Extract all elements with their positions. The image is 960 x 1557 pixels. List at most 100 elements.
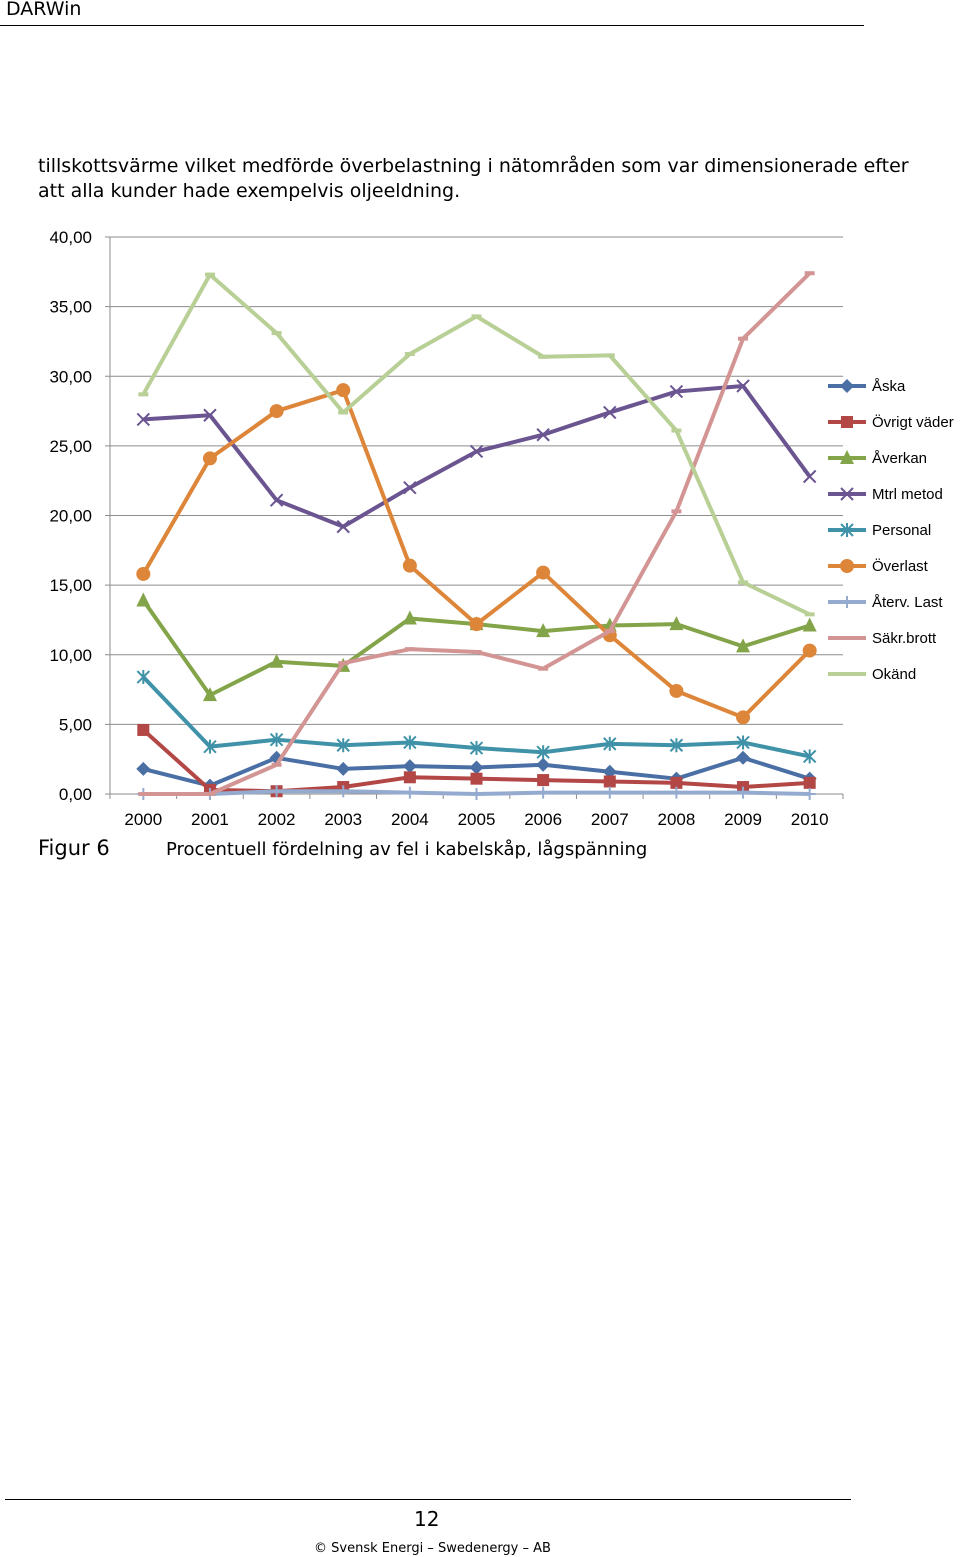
data-point <box>203 739 217 754</box>
data-point <box>471 649 482 654</box>
data-point <box>136 412 151 427</box>
data-point <box>204 272 215 277</box>
data-point <box>802 749 817 764</box>
data-point <box>738 336 749 341</box>
header-divider <box>0 25 864 26</box>
data-point <box>604 353 615 358</box>
data-point <box>136 566 151 581</box>
data-point <box>536 757 551 772</box>
legend-label: Säkr.brott <box>872 630 937 647</box>
legend-swatch-marker <box>840 523 854 537</box>
x-tick-label: 2001 <box>191 810 229 829</box>
y-tick-label: 30,00 <box>49 367 92 386</box>
body-paragraph: tillskottsvärme vilket medförde överbela… <box>38 154 958 204</box>
data-point <box>469 760 484 775</box>
legend-swatch-marker <box>840 450 854 464</box>
data-point <box>669 616 684 631</box>
x-tick-label: 2003 <box>324 810 362 829</box>
data-point <box>136 592 151 607</box>
data-point <box>338 661 349 666</box>
copyright-notice: © Svensk Energi – Swedenergy – AB <box>314 1541 551 1556</box>
legend-label: Åska <box>872 378 906 395</box>
data-point <box>537 774 550 787</box>
data-point <box>336 383 351 398</box>
data-point <box>337 785 350 798</box>
legend-label: Personal <box>872 522 931 539</box>
data-point <box>538 354 549 359</box>
legend-swatch-marker <box>841 596 853 608</box>
document-header-title: DARWin <box>6 0 82 20</box>
data-point <box>271 762 282 767</box>
data-point <box>138 392 149 397</box>
data-point <box>802 617 817 632</box>
data-point <box>736 379 750 393</box>
legend-swatch-marker <box>842 636 852 640</box>
data-point <box>671 428 682 433</box>
data-point <box>404 351 415 356</box>
data-point <box>603 736 617 751</box>
figure-caption: Procentuell fördelning av fel i kabelskå… <box>166 839 648 860</box>
data-point <box>604 629 615 634</box>
data-point <box>403 786 416 799</box>
data-point <box>271 331 282 336</box>
data-point <box>536 565 551 580</box>
data-point <box>603 775 616 788</box>
data-point <box>270 785 283 798</box>
legend-swatch-marker <box>840 379 854 393</box>
line-chart: 0,00 5,00 10,00 15,00 20,00 25,00 30,00 35,00 40… <box>49 228 953 829</box>
data-point <box>736 638 751 653</box>
x-tick-label: 2002 <box>258 810 296 829</box>
data-point <box>336 738 350 753</box>
data-point <box>136 761 151 776</box>
legend-swatch-marker <box>842 672 852 676</box>
data-point <box>403 480 417 495</box>
data-point <box>336 761 351 776</box>
data-point <box>736 750 751 765</box>
data-point <box>470 788 483 800</box>
data-point <box>471 314 482 319</box>
legend-label: Okänd <box>872 666 916 683</box>
data-point <box>204 792 215 796</box>
data-point <box>136 670 151 685</box>
data-point <box>537 786 550 799</box>
series-line <box>143 271 812 796</box>
y-tick-label: 10,00 <box>49 646 92 665</box>
data-point <box>470 772 483 785</box>
data-point <box>403 735 417 750</box>
legend-label: Återv. Last <box>872 594 943 611</box>
data-point <box>402 558 417 573</box>
data-point <box>403 771 416 784</box>
y-tick-label: 0,00 <box>59 785 92 804</box>
data-point <box>269 404 284 419</box>
legend-label: Överlast <box>872 557 929 575</box>
data-point <box>269 653 284 668</box>
body-text-line-2: att alla kunder hade exempelvis oljeeldn… <box>38 180 461 202</box>
data-point <box>803 788 816 800</box>
y-tick-label: 5,00 <box>59 715 92 734</box>
legend-swatch-marker <box>840 487 854 501</box>
data-point <box>603 405 617 420</box>
data-point <box>536 428 550 442</box>
legend-swatch-marker <box>841 416 853 428</box>
legend-label: Mtrl metod <box>872 486 943 503</box>
x-tick-label: 2004 <box>391 810 429 829</box>
data-point <box>804 271 815 276</box>
x-tick-label: 2008 <box>657 810 695 829</box>
data-point <box>736 710 751 725</box>
data-point <box>203 408 217 422</box>
y-tick-label: 20,00 <box>49 507 92 526</box>
y-tick-label: 35,00 <box>49 298 92 317</box>
data-point <box>269 493 284 507</box>
data-point <box>137 723 150 736</box>
series-line <box>141 599 811 698</box>
data-point <box>336 519 350 534</box>
y-tick-label: 25,00 <box>49 437 92 456</box>
y-tick-label: 15,00 <box>49 576 92 595</box>
data-point <box>669 738 684 753</box>
data-point <box>202 451 217 466</box>
x-tick-label: 2006 <box>524 810 562 829</box>
x-tick-label: 2010 <box>791 810 829 829</box>
y-tick-label: 40,00 <box>49 228 92 247</box>
data-point <box>803 776 816 789</box>
data-point <box>469 617 484 632</box>
